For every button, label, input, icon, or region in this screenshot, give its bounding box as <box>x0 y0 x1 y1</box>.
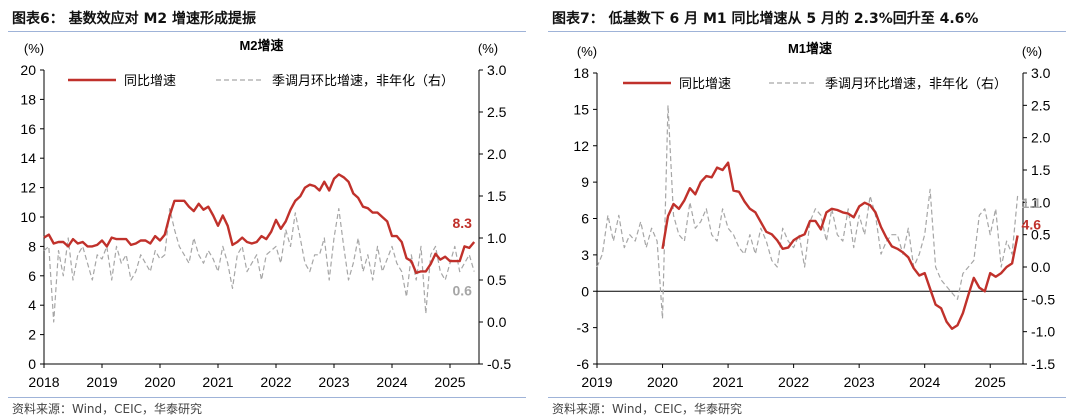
end-value-label: 4.6 <box>1022 216 1042 232</box>
chart-panel-m1: 图表7： 低基数下 6 月 M1 同比增速从 5 月的 2.3%回升至 4.6%… <box>540 0 1080 420</box>
footer-divider <box>8 397 526 398</box>
left-tick-label: 16 <box>20 121 36 137</box>
right-tick-label: 3.0 <box>1031 65 1051 81</box>
x-tick-label: 2024 <box>376 374 407 390</box>
left-tick-label: 6 <box>581 211 589 227</box>
left-tick-label: -6 <box>577 356 590 372</box>
left-tick-label: -3 <box>577 320 590 336</box>
title-divider <box>8 31 526 32</box>
x-tick-label: 2022 <box>260 374 291 390</box>
left-tick-label: 0 <box>581 283 589 299</box>
end-value-label: 0.6 <box>452 283 472 299</box>
right-tick-label: 2.0 <box>1031 130 1051 146</box>
left-tick-label: 8 <box>28 238 36 254</box>
right-tick-label: -1.5 <box>1031 356 1055 372</box>
panel-title: 图表7： 低基数下 6 月 M1 同比增速从 5 月的 2.3%回升至 4.6% <box>552 11 979 27</box>
end-value-label: 1.1 <box>1022 195 1042 211</box>
left-tick-label: 3 <box>581 247 589 263</box>
left-tick-label: 18 <box>20 91 36 107</box>
right-tick-label: 1.0 <box>1031 194 1051 210</box>
right-tick-label: 1.5 <box>1031 162 1051 178</box>
left-axis-unit: (%) <box>577 44 597 59</box>
end-value-label: 8.3 <box>452 215 472 231</box>
right-tick-label: 2.5 <box>487 104 507 120</box>
right-tick-label: -0.5 <box>487 356 511 372</box>
right-tick-label: 1.0 <box>487 230 507 246</box>
legend-label-yoy: 同比增速 <box>124 73 176 88</box>
series-line-mom <box>596 104 1019 320</box>
left-tick-label: 15 <box>573 101 589 117</box>
left-axis-unit: (%) <box>24 41 44 56</box>
series-line-yoy <box>661 161 1019 330</box>
left-tick-label: 14 <box>20 150 36 166</box>
x-tick-label: 2025 <box>434 374 465 390</box>
m1-chart: M1增速 (%) (%) -6 -3 0 3 6 9 12 15 18 -1.5 -1.0 -0.5 0.0 0… <box>573 41 1055 390</box>
left-tick-label: 4 <box>28 297 36 313</box>
right-tick-label: 0.5 <box>487 272 507 288</box>
right-tick-label: 3.0 <box>487 62 507 78</box>
right-tick-label: 0.0 <box>487 314 507 330</box>
right-tick-label: 0.5 <box>1031 227 1051 243</box>
x-tick-label: 2025 <box>975 374 1006 390</box>
x-tick-label: 2021 <box>202 374 233 390</box>
source-note: 资料来源：Wind，CEIC，华泰研究 <box>12 402 203 416</box>
x-tick-label: 2023 <box>318 374 349 390</box>
left-tick-label: 0 <box>28 356 36 372</box>
m2-chart: M2增速 (%) (%) 0 2 4 6 8 10 12 14 16 18 20 -0.5 0.0 0.5 1.0… <box>20 38 511 390</box>
left-tick-label: 9 <box>581 174 589 190</box>
legend-label-yoy: 同比增速 <box>679 76 731 91</box>
x-tick-label: 2020 <box>144 374 175 390</box>
x-tick-label: 2018 <box>28 374 59 390</box>
legend-label-mom: 季调月环比增速，非年化（右） <box>272 73 454 88</box>
left-tick-label: 10 <box>20 209 36 225</box>
x-tick-label: 2021 <box>712 374 743 390</box>
series-line-yoy <box>43 173 476 275</box>
panel-title: 图表6： 基数效应对 M2 增速形成提振 <box>12 11 257 27</box>
x-tick-label: 2019 <box>581 374 612 390</box>
right-tick-label: 2.0 <box>487 146 507 162</box>
x-tick-label: 2024 <box>909 374 940 390</box>
right-tick-label: 1.5 <box>487 188 507 204</box>
left-tick-label: 18 <box>573 65 589 81</box>
chart-title: M2增速 <box>239 38 283 53</box>
right-axis-unit: (%) <box>1022 44 1042 59</box>
left-tick-label: 12 <box>20 180 36 196</box>
right-tick-label: -1.0 <box>1031 324 1055 340</box>
right-tick-label: -0.5 <box>1031 291 1055 307</box>
series-line-mom <box>43 208 475 323</box>
legend-label-mom: 季调月环比增速，非年化（右） <box>825 76 1007 91</box>
x-tick-label: 2020 <box>647 374 678 390</box>
left-tick-label: 2 <box>28 327 36 343</box>
left-tick-label: 6 <box>28 268 36 284</box>
x-tick-label: 2019 <box>86 374 117 390</box>
right-tick-label: 2.5 <box>1031 97 1051 113</box>
title-divider <box>548 31 1066 32</box>
left-tick-label: 20 <box>20 62 36 78</box>
chart-title: M1增速 <box>788 41 832 56</box>
left-tick-label: 12 <box>573 138 589 154</box>
right-tick-label: 0.0 <box>1031 259 1051 275</box>
x-tick-label: 2023 <box>844 374 875 390</box>
right-axis-unit: (%) <box>478 41 498 56</box>
footer-divider <box>548 397 1066 398</box>
x-tick-label: 2022 <box>778 374 809 390</box>
source-note: 资料来源：Wind，CEIC，华泰研究 <box>552 402 743 416</box>
chart-panel-m2: 图表6： 基数效应对 M2 增速形成提振 M2增速 (%) (%) 0 2 4 6 8 10 12… <box>8 11 526 416</box>
